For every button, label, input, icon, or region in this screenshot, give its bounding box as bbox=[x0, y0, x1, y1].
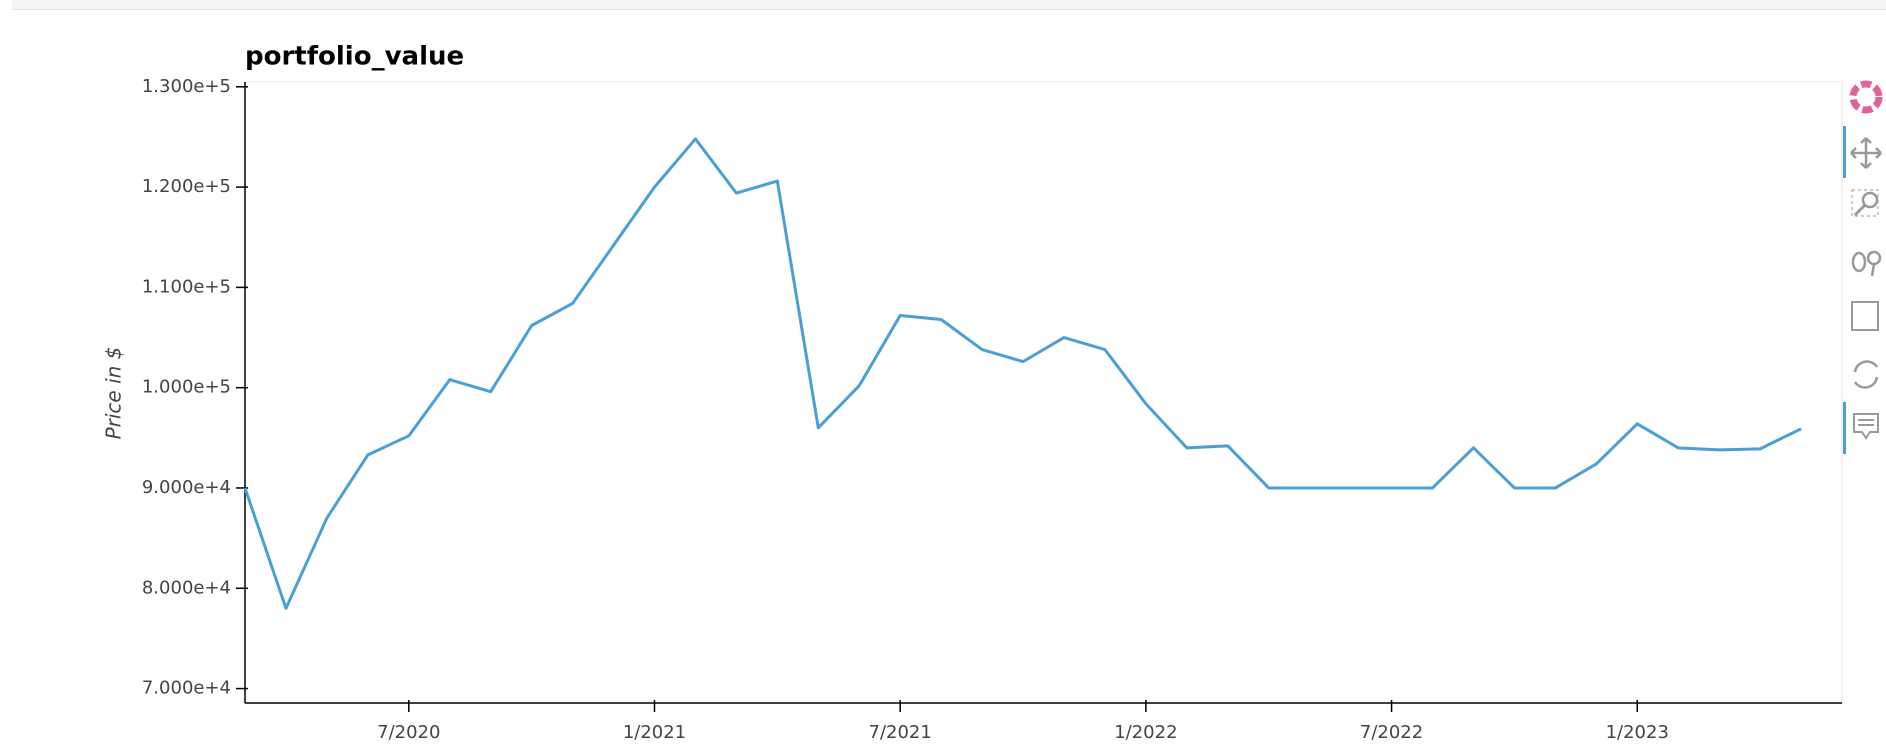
bokeh-logo[interactable] bbox=[1849, 80, 1883, 114]
save-tool[interactable] bbox=[1851, 301, 1879, 331]
pan-tool[interactable] bbox=[1850, 137, 1882, 169]
x-tick-label: 1/2023 bbox=[1606, 722, 1669, 743]
reset-tool[interactable] bbox=[1853, 360, 1879, 389]
top-bar bbox=[12, 0, 1886, 10]
x-tick-label: 1/2022 bbox=[1114, 722, 1177, 743]
box-zoom-tool[interactable] bbox=[1851, 189, 1879, 217]
y-tick-label: 1.000e+5 bbox=[142, 377, 231, 398]
y-tick-label: 1.200e+5 bbox=[142, 176, 231, 197]
line-series bbox=[243, 137, 1802, 610]
y-tick-label: 1.300e+5 bbox=[142, 76, 231, 97]
y-tick-label: 8.000e+4 bbox=[142, 577, 231, 598]
plot-frame bbox=[244, 81, 1843, 704]
y-tick-label: 1.100e+5 bbox=[142, 276, 231, 297]
chart-title: portfolio_value bbox=[245, 42, 464, 72]
hover-tool[interactable] bbox=[1853, 413, 1879, 440]
x-tick-label: 7/2020 bbox=[377, 722, 440, 743]
active-indicator bbox=[1843, 402, 1846, 454]
x-tick-label: 1/2021 bbox=[623, 722, 686, 743]
y-tick-label: 9.000e+4 bbox=[142, 477, 231, 498]
x-tick-label: 7/2021 bbox=[869, 722, 932, 743]
toolbar bbox=[1843, 80, 1883, 454]
wheel-zoom-tool[interactable] bbox=[1851, 250, 1882, 277]
active-indicator bbox=[1843, 126, 1846, 178]
y-tick-label: 7.000e+4 bbox=[142, 678, 231, 699]
x-tick-label: 7/2022 bbox=[1360, 722, 1423, 743]
y-axis-label: Price in $ bbox=[102, 347, 126, 440]
